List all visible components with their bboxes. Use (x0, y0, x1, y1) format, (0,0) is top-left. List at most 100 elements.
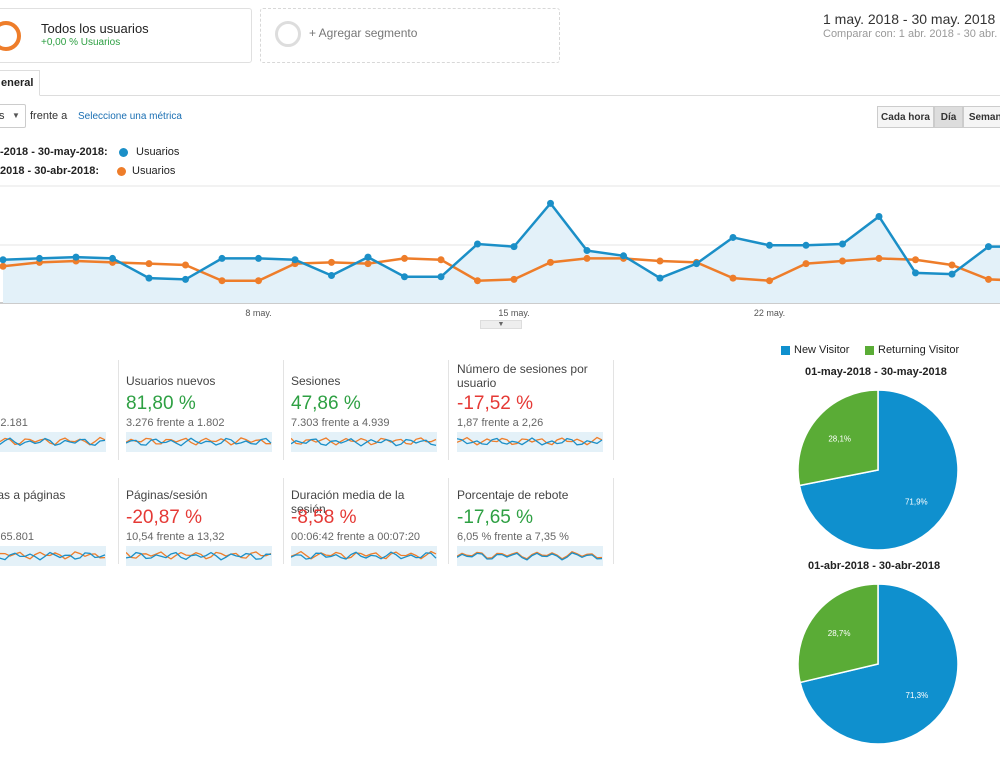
data-point-period1 (985, 243, 992, 251)
metric-divider (283, 360, 284, 460)
metric-comparison: 00:06:42 frente a 00:07:20 (291, 531, 421, 543)
sparkline (0, 432, 106, 452)
sparkline-bg (0, 432, 106, 452)
data-point-period1 (0, 256, 7, 264)
metric-comparison: 10,54 frente a 13,32 (126, 531, 225, 543)
granularity-hour-button[interactable]: Cada hora (877, 106, 934, 128)
data-point-period2 (656, 257, 664, 265)
metric-name: Porcentaje de rebote (457, 488, 569, 502)
metric-divider (118, 478, 119, 564)
metric-card[interactable]: de visitas a páginas0 %frente a 65.801 (0, 476, 110, 576)
pie2-title: 01-abr-2018 - 30-abr-2018 (808, 560, 941, 572)
data-point-period1 (656, 274, 664, 282)
pie-slice-label: 28,1% (828, 435, 851, 444)
versus-label: frente a (30, 110, 68, 122)
data-point-period2 (474, 277, 481, 285)
pie-legend-returning-swatch (865, 346, 874, 355)
chart-collapse-handle[interactable]: ▼ (480, 320, 522, 329)
granularity-day-button[interactable]: Día (934, 106, 963, 128)
series-line-period1 (2, 201, 1000, 281)
segment-subtitle: +0,00 % Usuarios (41, 37, 121, 48)
data-point-period1 (72, 253, 80, 261)
data-point-period2 (839, 257, 846, 265)
metric-card[interactable]: Duración media de la sesión -8,58 % 00:06:… (291, 476, 441, 576)
legend-period1-metric: Usuarios (136, 146, 180, 158)
pie-legend-new-label: New Visitor (794, 344, 850, 356)
data-point-period1 (437, 273, 445, 281)
data-point-period1 (802, 241, 810, 249)
tab-overview[interactable]: eneral (0, 70, 40, 96)
x-tick-label: 8 may. (245, 308, 271, 318)
data-point-period1 (255, 254, 262, 262)
date-range-primary[interactable]: 1 may. 2018 - 30 may. 2018 (823, 11, 996, 27)
metric-card[interactable]: s8 %frente a 2.181 (0, 362, 110, 462)
metric-name: de visitas a páginas (0, 488, 66, 502)
metric-card[interactable]: Número de sesiones por usuario -17,52 % 1,… (457, 362, 607, 462)
data-point-period1 (328, 271, 335, 279)
metric-name: Páginas/sesión (126, 488, 208, 502)
metric-select-value: s (0, 110, 5, 122)
data-point-period2 (985, 275, 992, 283)
data-point-period2 (875, 254, 883, 262)
data-point-period2 (802, 260, 810, 268)
metric-select[interactable]: s ▼ (0, 104, 26, 128)
date-range-compare[interactable]: Comparar con: 1 abr. 2018 - 30 abr. (823, 28, 998, 40)
sparkline-period2 (457, 436, 603, 446)
sparkline-period2 (126, 551, 272, 560)
metric-value: 47,86 % (291, 393, 361, 414)
select-metric-link[interactable]: Seleccione una métrica (78, 111, 182, 122)
pie1-title: 01-may-2018 - 30-may-2018 (805, 366, 947, 378)
data-point-period1 (182, 275, 189, 283)
x-tick-label: 15 may. (498, 308, 529, 318)
data-point-period2 (145, 260, 153, 268)
metric-name: s (0, 374, 108, 388)
metric-divider (448, 478, 449, 564)
data-point-period1 (145, 274, 153, 282)
data-point-period1 (109, 254, 116, 262)
data-point-period1 (948, 270, 956, 278)
data-point-period2 (255, 277, 262, 285)
data-point-period1 (693, 260, 700, 268)
sparkline-period1 (126, 551, 272, 561)
data-point-period1 (364, 253, 372, 261)
sparkline (126, 432, 272, 452)
main-line-chart: 8 may.15 may.22 may.29 may. (0, 185, 1000, 318)
sparkline-period2 (291, 437, 437, 446)
metric-comparison: frente a 65.801 (0, 531, 35, 543)
series-line-period2 (2, 257, 1000, 282)
data-point-period2 (766, 277, 773, 285)
pie-slice-new-visitor (798, 389, 959, 551)
series-area-period1 (3, 203, 1000, 303)
pie-slice-label: 28,7% (828, 629, 851, 638)
data-point-period1 (583, 247, 591, 255)
pie-chart-may: 71,9% 28,1% (797, 389, 959, 551)
sparkline (126, 546, 272, 566)
sparkline-period1 (291, 438, 437, 447)
data-point-period2 (401, 254, 408, 262)
sparkline-period1 (0, 551, 106, 561)
metric-card[interactable]: Páginas/sesión -20,87 % 10,54 frente a 13,… (126, 476, 276, 576)
segment-card-all-users[interactable]: Todos los usuarios +0,00 % Usuarios (0, 8, 252, 63)
pie-slice-label: 71,3% (906, 691, 929, 700)
sparkline-period1 (291, 551, 437, 560)
metric-name: Sesiones (291, 374, 341, 388)
tab-bar-line (0, 95, 1000, 96)
granularity-week-button[interactable]: Semana (963, 106, 1000, 128)
metric-comparison: frente a 2.181 (0, 417, 28, 429)
sparkline (291, 546, 437, 566)
data-point-period1 (875, 212, 883, 220)
data-point-period2 (218, 277, 226, 285)
metric-card[interactable]: Usuarios nuevos 81,80 % 3.276 frente a 1.8… (126, 362, 276, 462)
metric-card[interactable]: Porcentaje de rebote -17,65 % 6,05 % frent… (457, 476, 607, 576)
data-point-period2 (912, 256, 919, 264)
metric-value: -8,58 % (291, 507, 357, 528)
add-segment-card[interactable]: + Agregar segmento (260, 8, 560, 63)
pie-legend-new-swatch (781, 346, 790, 355)
add-segment-ring-icon (275, 21, 301, 47)
metric-card[interactable]: Sesiones 47,86 % 7.303 frente a 4.939 (291, 362, 441, 462)
metric-comparison: 7.303 frente a 4.939 (291, 417, 390, 429)
metric-divider (118, 360, 119, 460)
legend-period1-dot (119, 148, 128, 157)
data-point-period1 (839, 240, 846, 248)
pie-slice-new-visitor (799, 583, 959, 745)
